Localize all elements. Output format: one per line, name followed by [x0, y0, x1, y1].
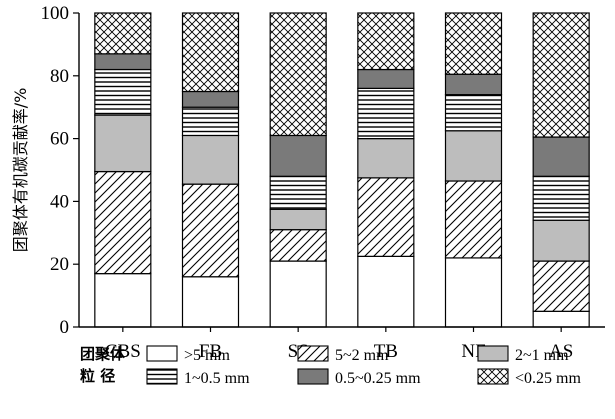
legend-title-line2: 粒 径: [80, 367, 115, 385]
bar-segment-as-4: [532, 175, 590, 221]
bar-segment-ss-4: [269, 175, 327, 210]
bar-segment-tb-6: [357, 12, 415, 71]
bar-segment-tb-1: [357, 255, 415, 328]
bar-segment-nf-4: [444, 94, 503, 132]
bar-segment-as-3: [532, 219, 590, 262]
legend-swatch-4: [146, 368, 178, 385]
bar-segment-cbs-5: [94, 53, 152, 71]
x-tick-label: AS: [549, 341, 573, 362]
y-tick-label: 60: [50, 129, 69, 150]
legend-title-line1: 团聚体: [80, 345, 126, 363]
legend-label-4: 1~0.5 mm: [184, 370, 250, 387]
y-tick-label: 20: [50, 254, 69, 275]
bar-segment-fb-1: [181, 276, 240, 328]
bar-segment-nf-3: [444, 130, 503, 182]
x-tick-label: CBS: [105, 341, 141, 362]
y-axis-title: 团聚体有机碳贡献率/%: [11, 88, 30, 253]
legend-swatch-6: [477, 368, 509, 385]
legend-label-1: >5 mm: [184, 347, 230, 364]
legend-swatch-5: [297, 368, 329, 385]
bar-segment-tb-4: [357, 87, 415, 140]
bar-segment-fb-2: [181, 183, 240, 278]
bar-segment-fb-5: [181, 90, 240, 108]
bar-segment-cbs-6: [94, 12, 152, 55]
legend-label-5: 0.5~0.25 mm: [335, 370, 421, 387]
bar-segment-as-5: [532, 136, 590, 177]
legend-label-2: 5~2 mm: [335, 347, 389, 364]
bar-segment-as-1: [532, 310, 590, 328]
bar-segment-ss-5: [269, 134, 327, 177]
bar-segment-tb-3: [357, 138, 415, 179]
bar-segment-fb-6: [181, 12, 240, 93]
y-axis-label: 团聚体有机碳贡献率/%: [11, 88, 30, 253]
bar-segment-as-6: [532, 12, 590, 138]
y-tick-label: 100: [41, 3, 70, 24]
bar-segment-cbs-2: [94, 170, 152, 275]
legend-swatch-2: [297, 345, 329, 362]
bar-segment-ss-6: [269, 12, 327, 137]
plot-area: CBSFBSSTBNFAS020406080100: [41, 3, 605, 362]
bar-segment-as-2: [532, 260, 590, 312]
bar-segment-ss-1: [269, 260, 327, 328]
bar-segment-ss-3: [269, 208, 327, 231]
bar-segment-nf-5: [444, 73, 503, 96]
legend-swatch-1: [146, 345, 178, 362]
bar-segment-tb-2: [357, 177, 415, 257]
bar-segment-ss-2: [269, 229, 327, 262]
legend-swatch-3: [477, 345, 509, 362]
y-tick-label: 80: [50, 66, 69, 87]
x-tick-label: TB: [374, 341, 398, 362]
bar-segment-fb-3: [181, 134, 240, 185]
y-tick-label: 0: [60, 317, 70, 338]
legend-label-6: <0.25 mm: [515, 370, 581, 387]
bar-segment-nf-2: [444, 180, 503, 259]
x-tick-label: FB: [199, 341, 222, 362]
bar-segment-tb-5: [357, 68, 415, 89]
legend-label-3: 2~1 mm: [515, 347, 569, 364]
bar-segment-nf-1: [444, 257, 503, 328]
bar-segment-cbs-3: [94, 114, 152, 173]
bar-segment-nf-6: [444, 12, 503, 75]
y-tick-label: 40: [50, 191, 69, 212]
bar-segment-cbs-1: [94, 273, 152, 328]
bar-segment-fb-4: [181, 106, 240, 137]
bar-segment-cbs-4: [94, 68, 152, 116]
